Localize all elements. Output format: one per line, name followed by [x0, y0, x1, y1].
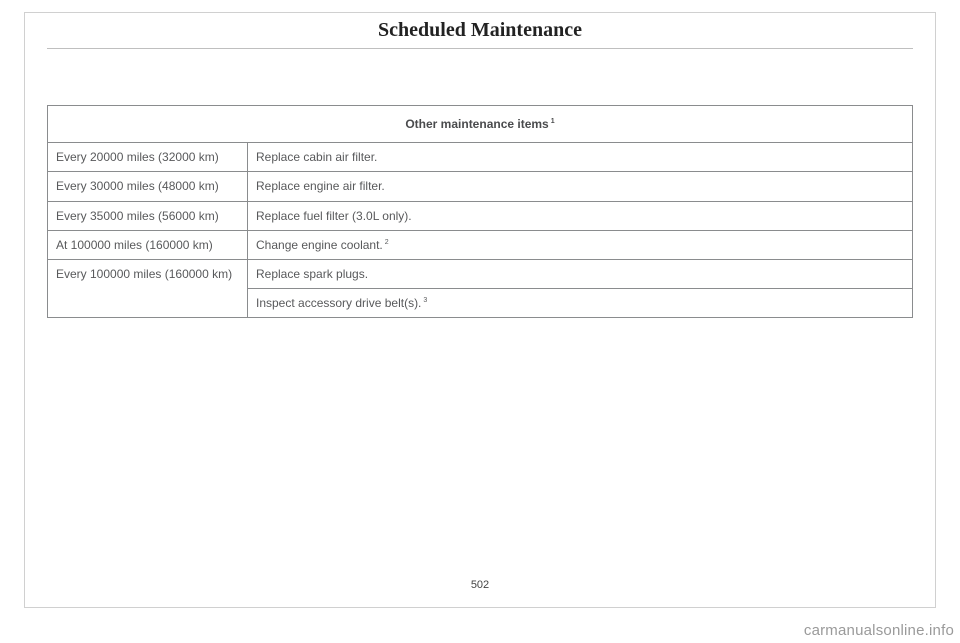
table-header-sup: 1	[551, 118, 555, 125]
interval-cell: At 100000 miles (160000 km)	[48, 230, 248, 259]
table-row: At 100000 miles (160000 km) Change engin…	[48, 230, 913, 259]
page-number: 502	[25, 579, 935, 591]
task-text: Change engine coolant.	[256, 238, 383, 252]
table-header-text: Other maintenance items	[405, 117, 548, 131]
table-row: Every 35000 miles (56000 km) Replace fue…	[48, 201, 913, 230]
task-sup: 2	[385, 239, 389, 246]
page-frame: Scheduled Maintenance Other maintenance …	[24, 12, 936, 608]
task-cell: Replace spark plugs.	[248, 259, 913, 288]
page-title: Scheduled Maintenance	[25, 19, 935, 42]
task-cell: Replace cabin air filter.	[248, 143, 913, 172]
interval-cell: Every 20000 miles (32000 km)	[48, 143, 248, 172]
task-text: Replace engine air filter.	[256, 179, 385, 193]
interval-cell: Every 30000 miles (48000 km)	[48, 172, 248, 201]
watermark: carmanualsonline.info	[804, 622, 954, 639]
table-header-cell: Other maintenance items1	[48, 106, 913, 143]
title-rule	[47, 48, 913, 49]
task-text: Replace spark plugs.	[256, 267, 368, 281]
table-row: Every 20000 miles (32000 km) Replace cab…	[48, 143, 913, 172]
content-area: Other maintenance items1 Every 20000 mil…	[47, 105, 913, 318]
task-cell: Replace fuel filter (3.0L only).	[248, 201, 913, 230]
task-cell: Inspect accessory drive belt(s).3	[248, 289, 913, 318]
table-header-row: Other maintenance items1	[48, 106, 913, 143]
table-row: Every 30000 miles (48000 km) Replace eng…	[48, 172, 913, 201]
table-row: Every 100000 miles (160000 km) Replace s…	[48, 259, 913, 288]
task-cell: Change engine coolant.2	[248, 230, 913, 259]
task-text: Replace cabin air filter.	[256, 150, 377, 164]
task-sup: 3	[423, 297, 427, 304]
maintenance-table: Other maintenance items1 Every 20000 mil…	[47, 105, 913, 318]
interval-cell: Every 35000 miles (56000 km)	[48, 201, 248, 230]
task-text: Replace fuel filter (3.0L only).	[256, 209, 412, 223]
task-text: Inspect accessory drive belt(s).	[256, 296, 421, 310]
interval-cell: Every 100000 miles (160000 km)	[48, 259, 248, 317]
task-cell: Replace engine air filter.	[248, 172, 913, 201]
